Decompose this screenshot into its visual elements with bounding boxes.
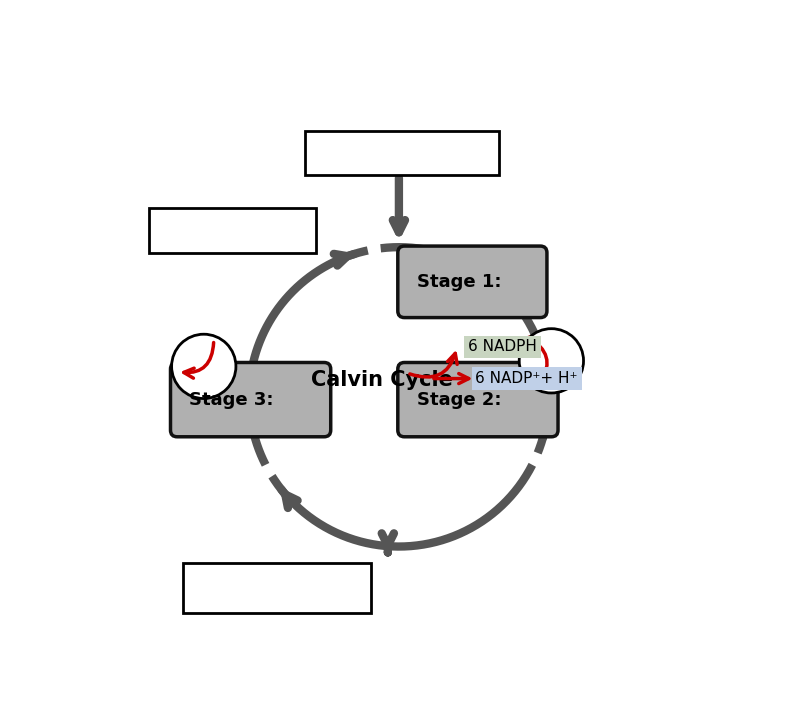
Text: Stage 3:: Stage 3:	[190, 391, 274, 409]
FancyBboxPatch shape	[305, 131, 498, 175]
FancyBboxPatch shape	[170, 362, 330, 437]
Text: Stage 2:: Stage 2:	[417, 391, 501, 409]
FancyBboxPatch shape	[398, 246, 547, 318]
Text: 6 NADPH: 6 NADPH	[468, 339, 537, 354]
Text: Calvin Cycle: Calvin Cycle	[311, 370, 454, 390]
Text: 6 NADP⁺+ H⁺: 6 NADP⁺+ H⁺	[475, 371, 578, 386]
FancyBboxPatch shape	[182, 563, 371, 613]
FancyBboxPatch shape	[150, 208, 316, 253]
Text: Stage 1:: Stage 1:	[417, 273, 501, 291]
Circle shape	[172, 334, 236, 399]
Circle shape	[519, 328, 583, 393]
FancyBboxPatch shape	[398, 362, 558, 437]
